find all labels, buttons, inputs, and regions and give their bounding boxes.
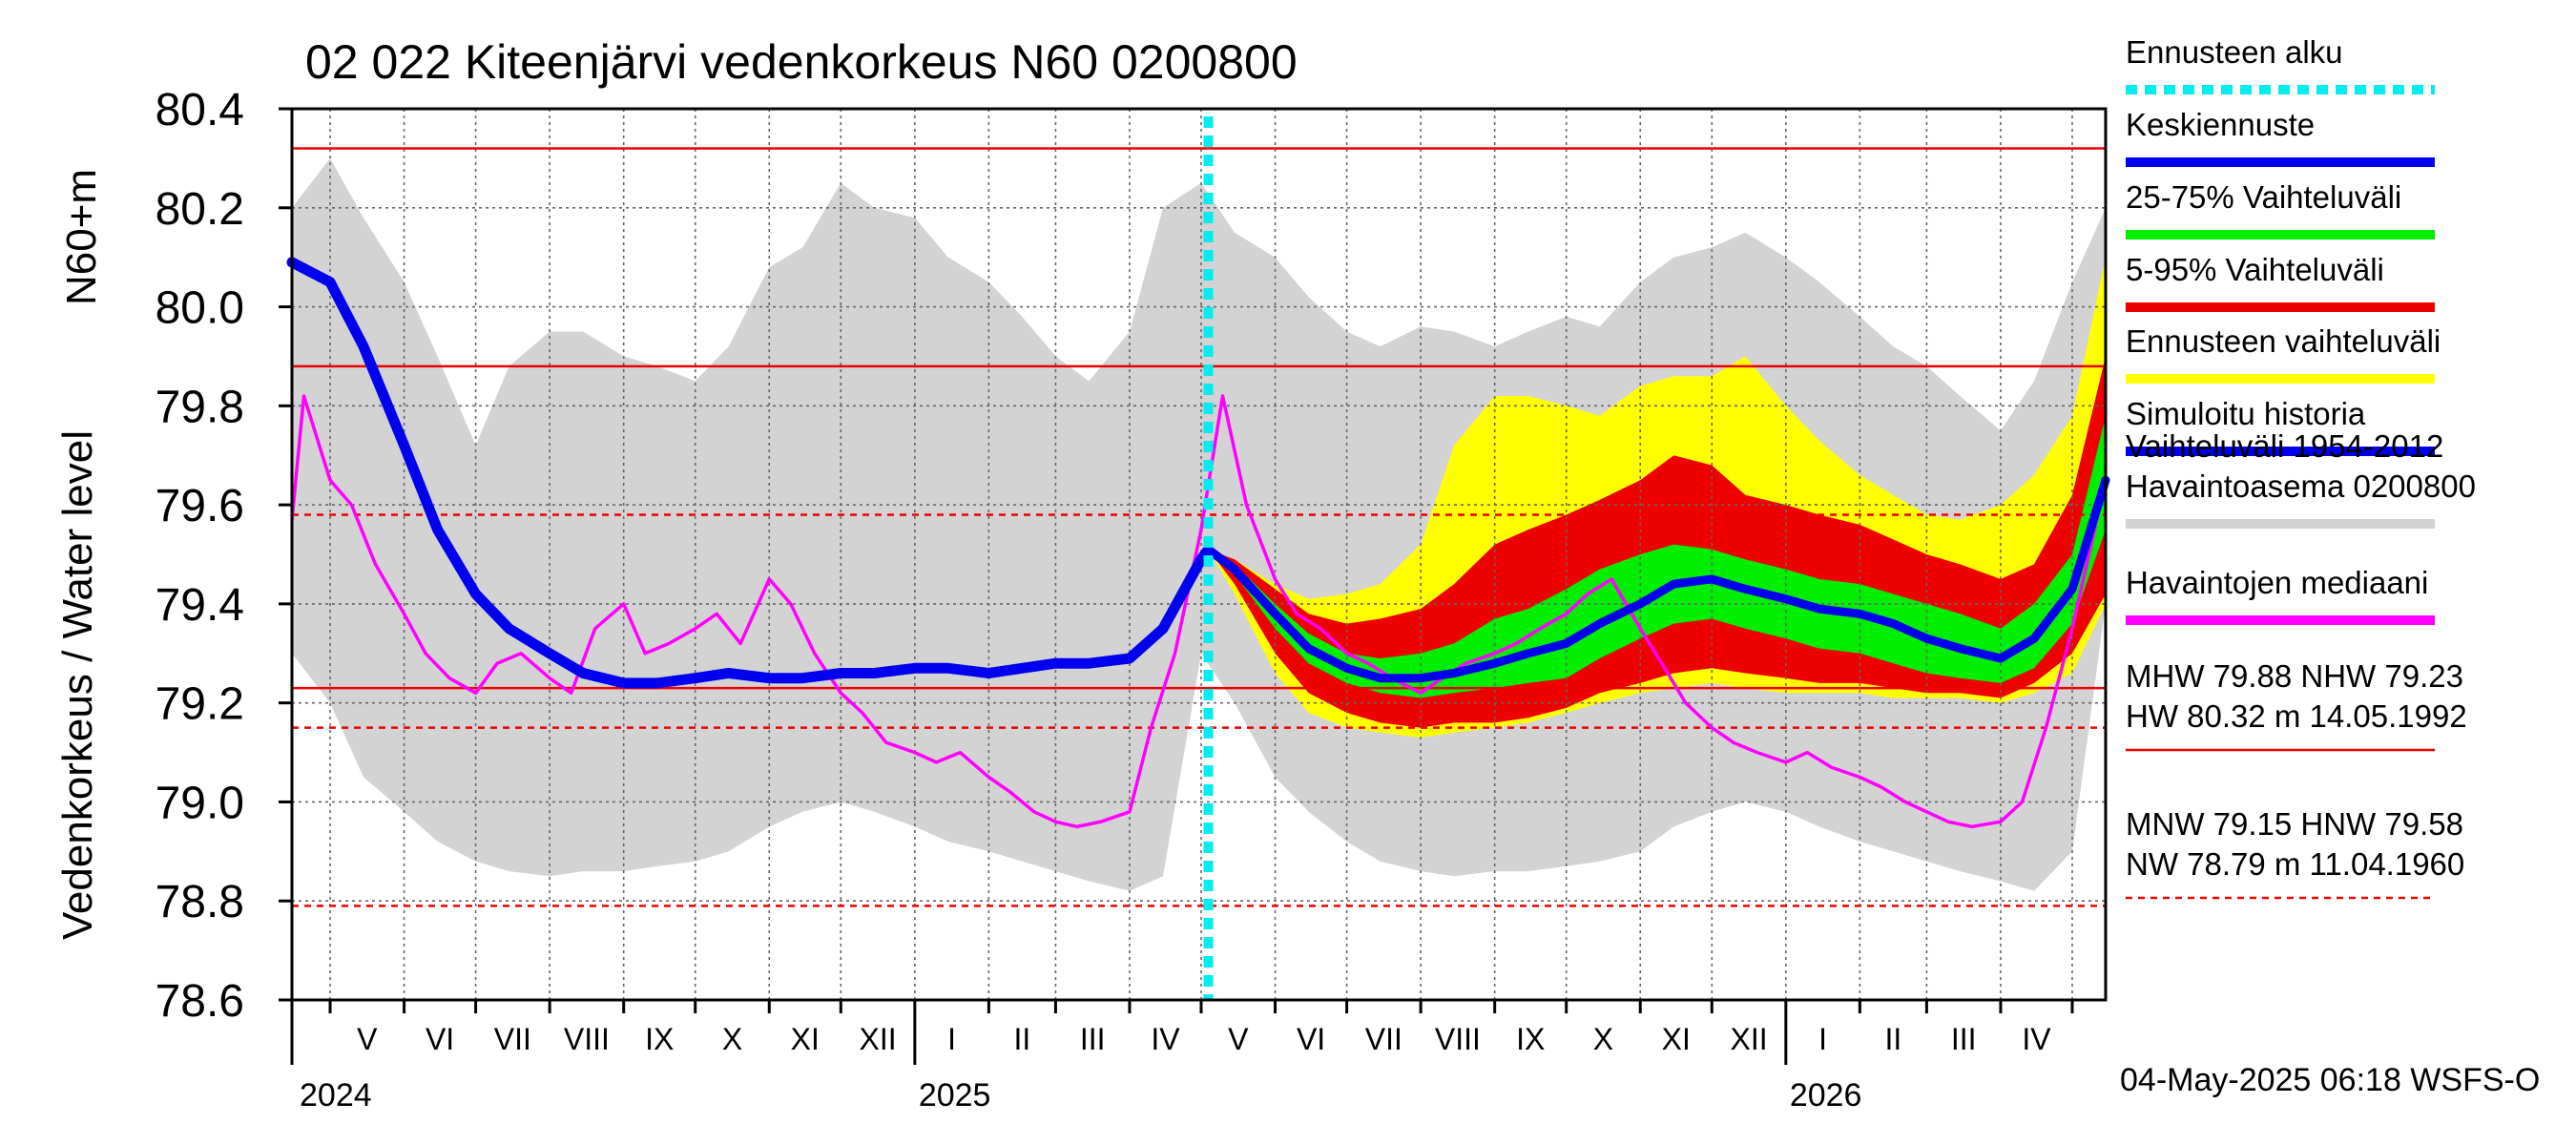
legend-label: Vaihteluväli 1954-2012 bbox=[2126, 428, 2443, 464]
legend-label: Keskiennuste bbox=[2126, 107, 2315, 142]
stats-text: NW 78.79 m 11.04.1960 bbox=[2126, 846, 2464, 882]
forecast-mean-line bbox=[1204, 475, 2110, 683]
y-tick-label: 78.8 bbox=[156, 877, 244, 927]
legend-label: 25-75% Vaihteluväli bbox=[2126, 179, 2401, 215]
y-axis-unit-label: N60+m bbox=[58, 169, 105, 305]
legend: Ennusteen alku Keskiennuste 25-75% Vaihtel… bbox=[2126, 34, 2476, 900]
month-label: III bbox=[1080, 1022, 1106, 1056]
month-label: VII bbox=[494, 1022, 531, 1056]
month-label: XI bbox=[1662, 1022, 1691, 1056]
month-label: VI bbox=[426, 1022, 454, 1056]
y-tick-label: 78.6 bbox=[156, 976, 244, 1027]
month-label: X bbox=[1593, 1022, 1613, 1056]
month-label: I bbox=[1818, 1022, 1827, 1056]
stats-text: MNW 79.15 HNW 79.58 bbox=[2126, 806, 2463, 842]
y-tick-label: 79.8 bbox=[156, 382, 244, 432]
legend-label: 5-95% Vaihteluväli bbox=[2126, 252, 2384, 287]
y-axis-label: Vedenkorkeus / Water level bbox=[54, 430, 101, 940]
legend-label: Havaintoasema 0200800 bbox=[2126, 468, 2476, 504]
series-lines-layer bbox=[286, 116, 2110, 1000]
y-tick-label: 79.6 bbox=[156, 481, 244, 531]
bands-layer bbox=[292, 157, 2106, 891]
y-tick-label: 80.4 bbox=[156, 85, 244, 135]
month-label: X bbox=[722, 1022, 742, 1056]
month-label: II bbox=[1884, 1022, 1901, 1056]
month-label: XII bbox=[860, 1022, 897, 1056]
simulated-history-line bbox=[286, 257, 1214, 689]
month-label: V bbox=[1228, 1022, 1249, 1056]
plot-frame bbox=[290, 107, 2108, 1002]
y-tick-label: 79.4 bbox=[156, 580, 244, 631]
year-label: 2024 bbox=[300, 1077, 372, 1114]
month-label: I bbox=[947, 1022, 956, 1056]
legend-label: Simuloitu historia bbox=[2126, 396, 2366, 431]
axes-layer: 80.4 80.2 80.0 79.8 79.6 79.4 79.2 79.0 78.8 78.6… bbox=[156, 85, 2108, 1114]
y-tick-label: 79.0 bbox=[156, 778, 244, 828]
legend-label: Ennusteen alku bbox=[2126, 34, 2343, 70]
month-label: VIII bbox=[1435, 1022, 1481, 1056]
year-label: 2025 bbox=[919, 1077, 991, 1114]
month-label: IV bbox=[2022, 1022, 2051, 1056]
footer-timestamp: 04-May-2025 06:18 WSFS-O bbox=[2120, 1062, 2540, 1098]
y-tick-label: 79.2 bbox=[156, 679, 244, 730]
chart-title: 02 022 Kiteenjärvi vedenkorkeus N60 0200… bbox=[305, 35, 1298, 89]
month-label: VII bbox=[1365, 1022, 1402, 1056]
y-tick-label: 80.2 bbox=[156, 184, 244, 235]
month-label: XII bbox=[1730, 1022, 1767, 1056]
legend-label: Havaintojen mediaani bbox=[2126, 565, 2428, 600]
month-label: III bbox=[1951, 1022, 1977, 1056]
legend-label: Ennusteen vaihteluväli bbox=[2126, 323, 2441, 359]
month-label: IX bbox=[645, 1022, 674, 1056]
y-tick-label: 80.0 bbox=[156, 283, 244, 334]
month-label: VIII bbox=[564, 1022, 610, 1056]
month-label: VI bbox=[1297, 1022, 1325, 1056]
p25-75-band bbox=[1208, 415, 2106, 698]
month-label: V bbox=[357, 1022, 378, 1056]
month-label: IV bbox=[1151, 1022, 1180, 1056]
month-label: IX bbox=[1516, 1022, 1545, 1056]
month-label: II bbox=[1014, 1022, 1031, 1056]
year-label: 2026 bbox=[1790, 1077, 1862, 1114]
historical-range-band bbox=[292, 157, 2106, 891]
grid-layer bbox=[292, 108, 2106, 1001]
month-label: XI bbox=[791, 1022, 820, 1056]
stats-text: MHW 79.88 NHW 79.23 bbox=[2126, 658, 2463, 694]
stats-text: HW 80.32 m 14.05.1992 bbox=[2126, 698, 2467, 734]
reference-lines-layer bbox=[292, 147, 2106, 907]
